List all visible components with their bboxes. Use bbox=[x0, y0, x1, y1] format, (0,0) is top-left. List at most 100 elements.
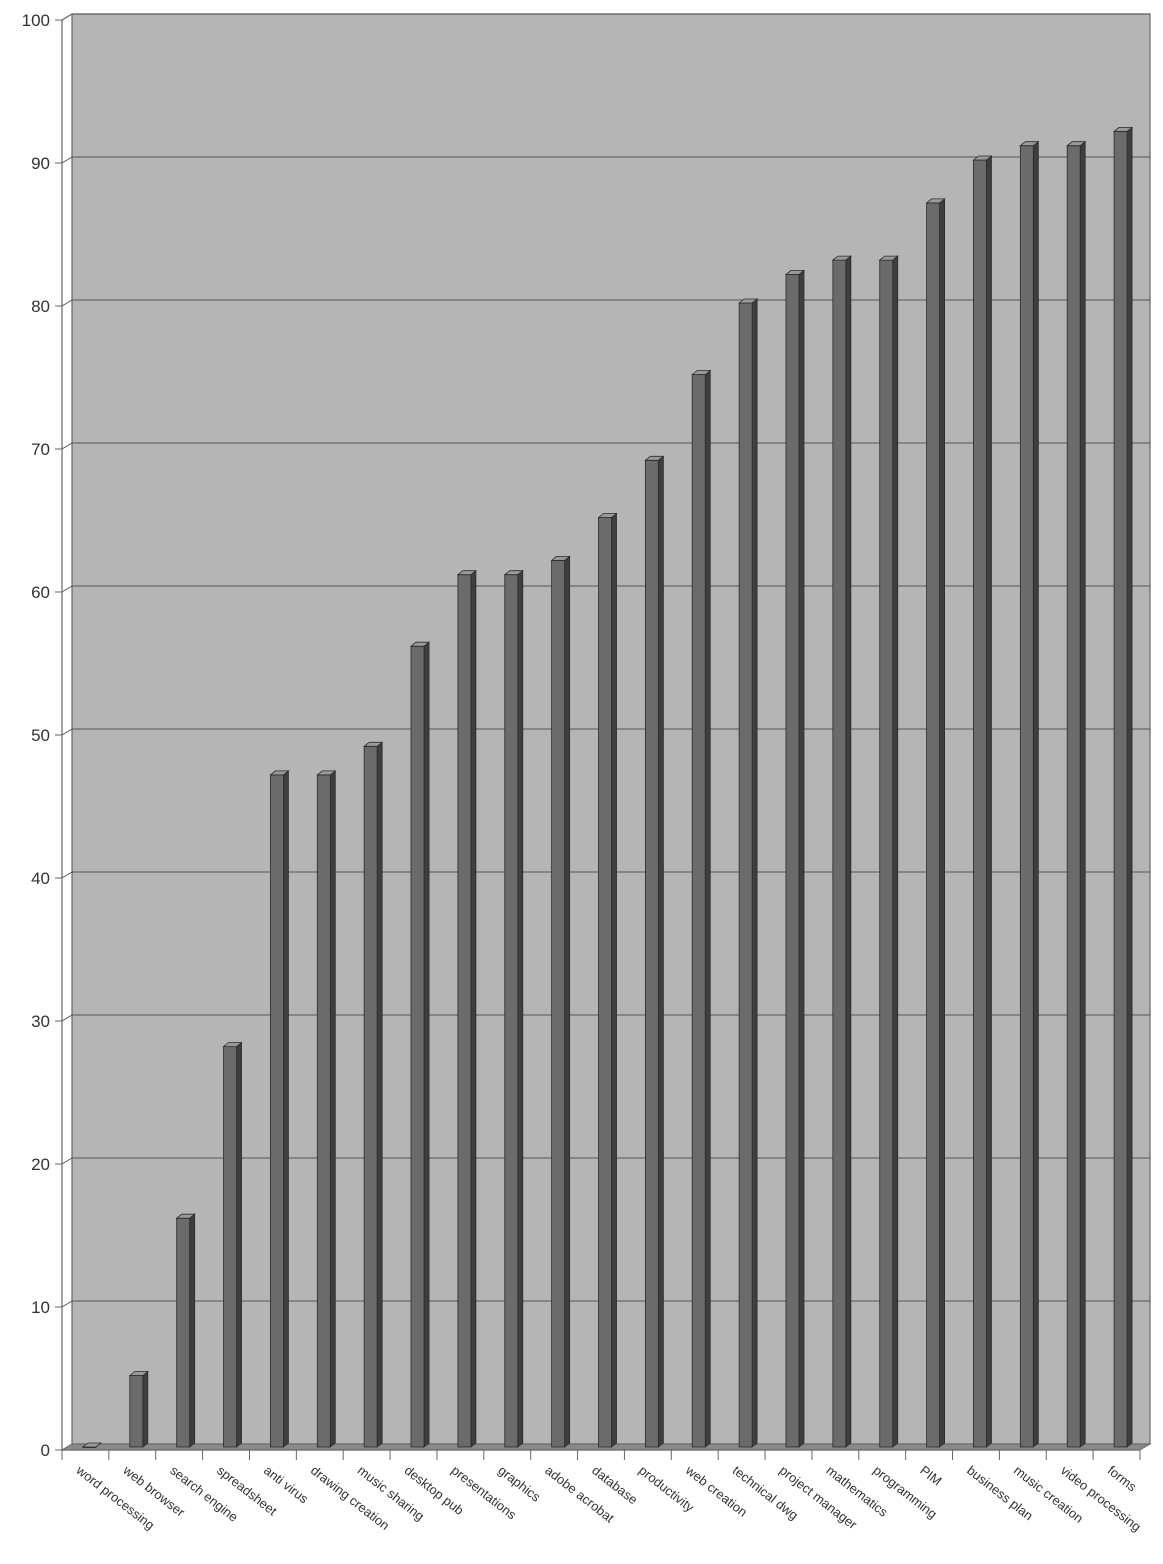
y-tick-label: 80 bbox=[31, 297, 50, 316]
x-tick-label: project manager bbox=[777, 1463, 861, 1533]
bar-front bbox=[1066, 145, 1081, 1448]
x-tick-label: video processing bbox=[1058, 1463, 1144, 1535]
bar-side bbox=[470, 569, 477, 1448]
bar-top bbox=[831, 255, 852, 261]
bar-top bbox=[784, 269, 806, 275]
bar-top bbox=[175, 1213, 196, 1219]
x-tick-label: drawing creation bbox=[308, 1463, 392, 1534]
bar-side bbox=[517, 569, 524, 1448]
bar bbox=[597, 512, 618, 1448]
bar-front bbox=[410, 645, 425, 1448]
y-tick-label: 20 bbox=[31, 1155, 50, 1174]
bar-front bbox=[223, 1046, 237, 1448]
bar-top bbox=[456, 570, 478, 576]
bar-front bbox=[598, 517, 612, 1448]
bar-side bbox=[892, 255, 899, 1448]
bar bbox=[503, 569, 524, 1448]
bar bbox=[737, 298, 759, 1448]
y-tick-label: 70 bbox=[31, 440, 50, 459]
bar bbox=[925, 198, 946, 1448]
bar-top bbox=[222, 1042, 243, 1047]
bar-side bbox=[142, 1370, 149, 1448]
bar-side bbox=[1126, 126, 1133, 1448]
bar-front bbox=[129, 1375, 144, 1448]
bar-top bbox=[128, 1371, 149, 1376]
bar bbox=[175, 1213, 196, 1448]
bar-side bbox=[189, 1213, 196, 1448]
gridline-side bbox=[61, 299, 73, 307]
bar-top bbox=[691, 370, 712, 375]
bar-front bbox=[363, 745, 378, 1448]
bar-front bbox=[926, 202, 940, 1448]
bar-side bbox=[1032, 140, 1039, 1448]
bar bbox=[972, 155, 993, 1448]
bar-front bbox=[504, 574, 519, 1448]
bar-top bbox=[81, 1442, 103, 1448]
bar-side bbox=[564, 555, 571, 1448]
bar-front bbox=[457, 574, 472, 1448]
y-tick-label: 30 bbox=[31, 1012, 50, 1031]
bar-side bbox=[704, 369, 711, 1448]
bar-side bbox=[423, 641, 430, 1448]
bars bbox=[81, 126, 1134, 1448]
bar bbox=[691, 369, 712, 1448]
bar-side bbox=[376, 741, 383, 1448]
gridline-side bbox=[61, 728, 73, 736]
bar-front bbox=[973, 159, 987, 1448]
bar-top bbox=[1019, 141, 1040, 147]
bar-front bbox=[691, 374, 706, 1448]
bar bbox=[316, 770, 337, 1448]
bar-side bbox=[986, 155, 992, 1448]
bar-front bbox=[785, 273, 800, 1448]
bar bbox=[456, 569, 478, 1448]
bar bbox=[784, 269, 806, 1448]
bar-side bbox=[611, 512, 617, 1448]
bar-front bbox=[832, 259, 847, 1448]
bar bbox=[128, 1370, 149, 1448]
bar-top bbox=[503, 570, 524, 576]
bar-side bbox=[939, 198, 945, 1448]
bar-side bbox=[283, 770, 289, 1448]
bar-side bbox=[329, 770, 336, 1448]
bar-front bbox=[1113, 130, 1128, 1448]
bar bbox=[644, 455, 665, 1448]
bar bbox=[269, 770, 290, 1448]
bar bbox=[363, 741, 384, 1448]
bar-front bbox=[551, 560, 566, 1448]
bar bbox=[878, 255, 899, 1448]
bar-front bbox=[738, 302, 753, 1448]
bar-front bbox=[1019, 145, 1034, 1448]
y-tick-label: 60 bbox=[31, 583, 50, 602]
gridline-side bbox=[61, 156, 73, 164]
gridline-side bbox=[61, 442, 73, 450]
bar-top bbox=[644, 455, 665, 461]
bar-front bbox=[879, 259, 894, 1448]
bar-top bbox=[1112, 127, 1134, 132]
bar-front bbox=[270, 774, 284, 1448]
y-tick-label: 10 bbox=[31, 1298, 50, 1317]
bar-side bbox=[798, 269, 805, 1448]
bar-top bbox=[878, 255, 899, 261]
y-tick-label: 0 bbox=[41, 1441, 50, 1460]
bar-top bbox=[972, 155, 993, 161]
bar-side bbox=[845, 255, 852, 1448]
x-tick-label: forms bbox=[1105, 1463, 1140, 1495]
bar-front bbox=[644, 459, 659, 1448]
bar bbox=[222, 1041, 243, 1448]
y-axis-tick-labels: 0 10 20 30 40 50 60 70 80 90 100 bbox=[22, 11, 50, 1460]
y-tick-label: 100 bbox=[22, 11, 50, 30]
bar-side bbox=[657, 455, 664, 1448]
bar bbox=[550, 555, 571, 1448]
bar-top bbox=[409, 641, 431, 647]
bar bbox=[831, 255, 852, 1448]
bar-front bbox=[176, 1217, 191, 1448]
axes bbox=[61, 13, 1140, 1451]
x-tick-label: word processing bbox=[73, 1462, 158, 1533]
bar-top bbox=[1066, 141, 1087, 147]
bar bbox=[409, 641, 431, 1448]
bar-top bbox=[316, 770, 337, 776]
bar-top bbox=[550, 556, 571, 561]
gridline-side bbox=[61, 1157, 73, 1165]
